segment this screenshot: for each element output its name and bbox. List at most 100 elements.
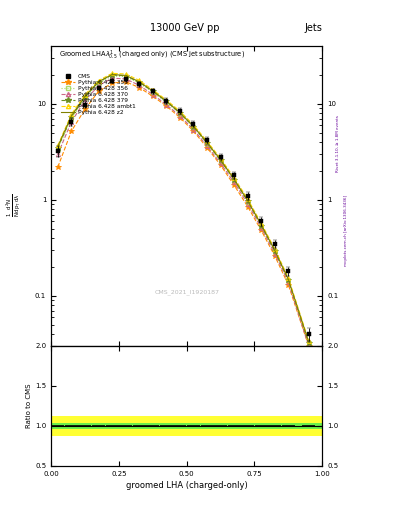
- Pythia 6.428 ambt1: [245, 196, 250, 202]
- Pythia 6.428 355: [205, 144, 209, 151]
- Pythia 6.428 355: [151, 93, 155, 99]
- Pythia 6.428 ambt1: [191, 122, 196, 128]
- Pythia 6.428 z2: [245, 198, 250, 204]
- Pythia 6.428 356: [137, 80, 141, 86]
- Pythia 6.428 356: [232, 177, 237, 183]
- Pythia 6.428 355: [110, 80, 114, 86]
- Pythia 6.428 ambt1: [96, 77, 101, 83]
- Pythia 6.428 356: [178, 111, 182, 117]
- Pythia 6.428 370: [306, 343, 311, 349]
- Pythia 6.428 z2: [55, 143, 60, 150]
- Pythia 6.428 z2: [205, 139, 209, 145]
- Pythia 6.428 355: [286, 282, 291, 288]
- Pythia 6.428 355: [137, 84, 141, 91]
- Pythia 6.428 379: [110, 72, 114, 78]
- Pythia 6.428 ambt1: [83, 92, 87, 98]
- Pythia 6.428 379: [178, 110, 182, 116]
- Line: Pythia 6.428 356: Pythia 6.428 356: [56, 74, 311, 346]
- Pythia 6.428 355: [232, 182, 237, 188]
- Pythia 6.428 370: [123, 76, 128, 82]
- Text: Groomed LHA$\lambda^1_{0.5}$ (charged only) (CMS jet substructure): Groomed LHA$\lambda^1_{0.5}$ (charged on…: [59, 49, 245, 62]
- Pythia 6.428 370: [178, 113, 182, 119]
- Pythia 6.428 370: [205, 143, 209, 149]
- Pythia 6.428 356: [218, 158, 223, 164]
- Pythia 6.428 ambt1: [178, 108, 182, 114]
- Pythia 6.428 z2: [151, 88, 155, 94]
- Pythia 6.428 355: [164, 103, 169, 109]
- Pythia 6.428 379: [245, 198, 250, 204]
- Text: Rivet 3.1.10, ≥ 1.8M events: Rivet 3.1.10, ≥ 1.8M events: [336, 115, 340, 172]
- Pythia 6.428 z2: [286, 276, 291, 283]
- Pythia 6.428 379: [137, 79, 141, 86]
- Pythia 6.428 355: [96, 88, 101, 94]
- Pythia 6.428 356: [69, 116, 74, 122]
- Pythia 6.428 ambt1: [218, 155, 223, 161]
- Text: CMS_2021_I1920187: CMS_2021_I1920187: [154, 289, 219, 295]
- Pythia 6.428 z2: [218, 157, 223, 163]
- Pythia 6.428 z2: [164, 98, 169, 104]
- Pythia 6.428 z2: [110, 72, 114, 78]
- Pythia 6.428 356: [205, 141, 209, 147]
- Pythia 6.428 379: [218, 157, 223, 163]
- Pythia 6.428 355: [259, 227, 264, 233]
- Pythia 6.428 ambt1: [232, 175, 237, 181]
- Pythia 6.428 370: [218, 160, 223, 166]
- Y-axis label: Ratio to CMS: Ratio to CMS: [26, 383, 32, 428]
- Pythia 6.428 z2: [178, 110, 182, 116]
- Pythia 6.428 370: [191, 126, 196, 133]
- Pythia 6.428 356: [123, 74, 128, 80]
- Pythia 6.428 370: [286, 279, 291, 285]
- Pythia 6.428 370: [245, 201, 250, 207]
- Pythia 6.428 379: [151, 88, 155, 94]
- Legend: CMS, Pythia 6.428 355, Pythia 6.428 356, Pythia 6.428 370, Pythia 6.428 379, Pyt: CMS, Pythia 6.428 355, Pythia 6.428 356,…: [59, 73, 136, 116]
- Pythia 6.428 ambt1: [151, 87, 155, 93]
- Line: Pythia 6.428 z2: Pythia 6.428 z2: [58, 75, 309, 342]
- Pythia 6.428 379: [123, 73, 128, 79]
- Line: Pythia 6.428 ambt1: Pythia 6.428 ambt1: [56, 71, 311, 343]
- Pythia 6.428 z2: [83, 93, 87, 99]
- Pythia 6.428 356: [110, 73, 114, 79]
- Pythia 6.428 355: [191, 128, 196, 134]
- Pythia 6.428 355: [306, 343, 311, 349]
- Pythia 6.428 370: [96, 82, 101, 89]
- Pythia 6.428 ambt1: [137, 77, 141, 83]
- Text: 13000 GeV pp: 13000 GeV pp: [150, 23, 219, 33]
- Pythia 6.428 z2: [306, 339, 311, 345]
- Pythia 6.428 ambt1: [164, 97, 169, 103]
- Pythia 6.428 ambt1: [306, 338, 311, 344]
- Pythia 6.428 z2: [137, 79, 141, 85]
- Text: mcplots.cern.ch [arXiv:1306.3436]: mcplots.cern.ch [arXiv:1306.3436]: [344, 195, 348, 266]
- Pythia 6.428 356: [191, 124, 196, 131]
- Text: $\mathregular{\frac{1}{N}\frac{d^2N}{dp_T\,d\lambda}}$: $\mathregular{\frac{1}{N}\frac{d^2N}{dp_…: [4, 193, 22, 217]
- Pythia 6.428 379: [164, 98, 169, 104]
- Pythia 6.428 356: [96, 80, 101, 86]
- Pythia 6.428 355: [245, 204, 250, 210]
- Line: Pythia 6.428 355: Pythia 6.428 355: [55, 79, 312, 349]
- Pythia 6.428 370: [259, 225, 264, 231]
- Pythia 6.428 355: [69, 128, 74, 134]
- Pythia 6.428 356: [245, 199, 250, 205]
- Pythia 6.428 ambt1: [286, 275, 291, 281]
- Pythia 6.428 ambt1: [69, 111, 74, 117]
- Pythia 6.428 356: [83, 95, 87, 101]
- Text: Jets: Jets: [305, 23, 322, 33]
- Pythia 6.428 356: [272, 248, 277, 254]
- Pythia 6.428 370: [272, 250, 277, 257]
- Pythia 6.428 370: [55, 151, 60, 157]
- Pythia 6.428 379: [191, 123, 196, 130]
- Pythia 6.428 356: [259, 222, 264, 228]
- Pythia 6.428 z2: [96, 79, 101, 85]
- Pythia 6.428 370: [151, 92, 155, 98]
- Pythia 6.428 355: [83, 106, 87, 112]
- X-axis label: groomed LHA (charged-only): groomed LHA (charged-only): [126, 481, 248, 490]
- Pythia 6.428 356: [164, 99, 169, 105]
- Pythia 6.428 379: [272, 248, 277, 254]
- Line: Pythia 6.428 370: Pythia 6.428 370: [56, 76, 311, 348]
- Pythia 6.428 379: [205, 140, 209, 146]
- Pythia 6.428 370: [137, 82, 141, 89]
- Pythia 6.428 379: [232, 177, 237, 183]
- Pythia 6.428 355: [123, 79, 128, 85]
- Pythia 6.428 356: [55, 146, 60, 152]
- Pythia 6.428 z2: [259, 222, 264, 228]
- Pythia 6.428 379: [286, 277, 291, 283]
